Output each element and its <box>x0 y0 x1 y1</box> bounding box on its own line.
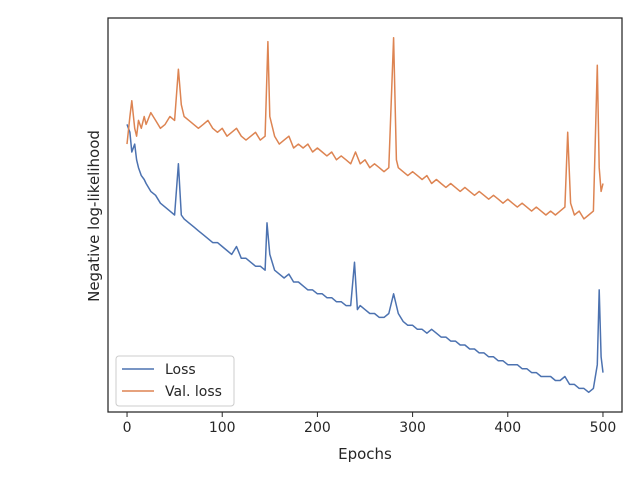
series-line-val-loss <box>126 36 604 220</box>
legend-label-val-loss: Val. loss <box>165 384 222 400</box>
x-axis-ticks: 0 100 200 300 400 500 <box>123 412 617 436</box>
x-tick-label: 300 <box>399 420 426 436</box>
x-tick-label: 0 <box>123 420 132 436</box>
x-axis-label: Epochs <box>338 445 392 463</box>
x-tick-label: 100 <box>209 420 236 436</box>
y-axis-label: Negative log-likelihood <box>85 130 103 302</box>
x-tick-label: 200 <box>304 420 331 436</box>
x-tick-label: 400 <box>494 420 521 436</box>
legend: Loss Val. loss <box>115 355 235 407</box>
series-layer <box>126 36 604 394</box>
plot-area <box>107 17 623 413</box>
series-line-loss <box>126 124 604 394</box>
legend-label-loss: Loss <box>165 362 196 378</box>
x-tick-label: 500 <box>590 420 617 436</box>
